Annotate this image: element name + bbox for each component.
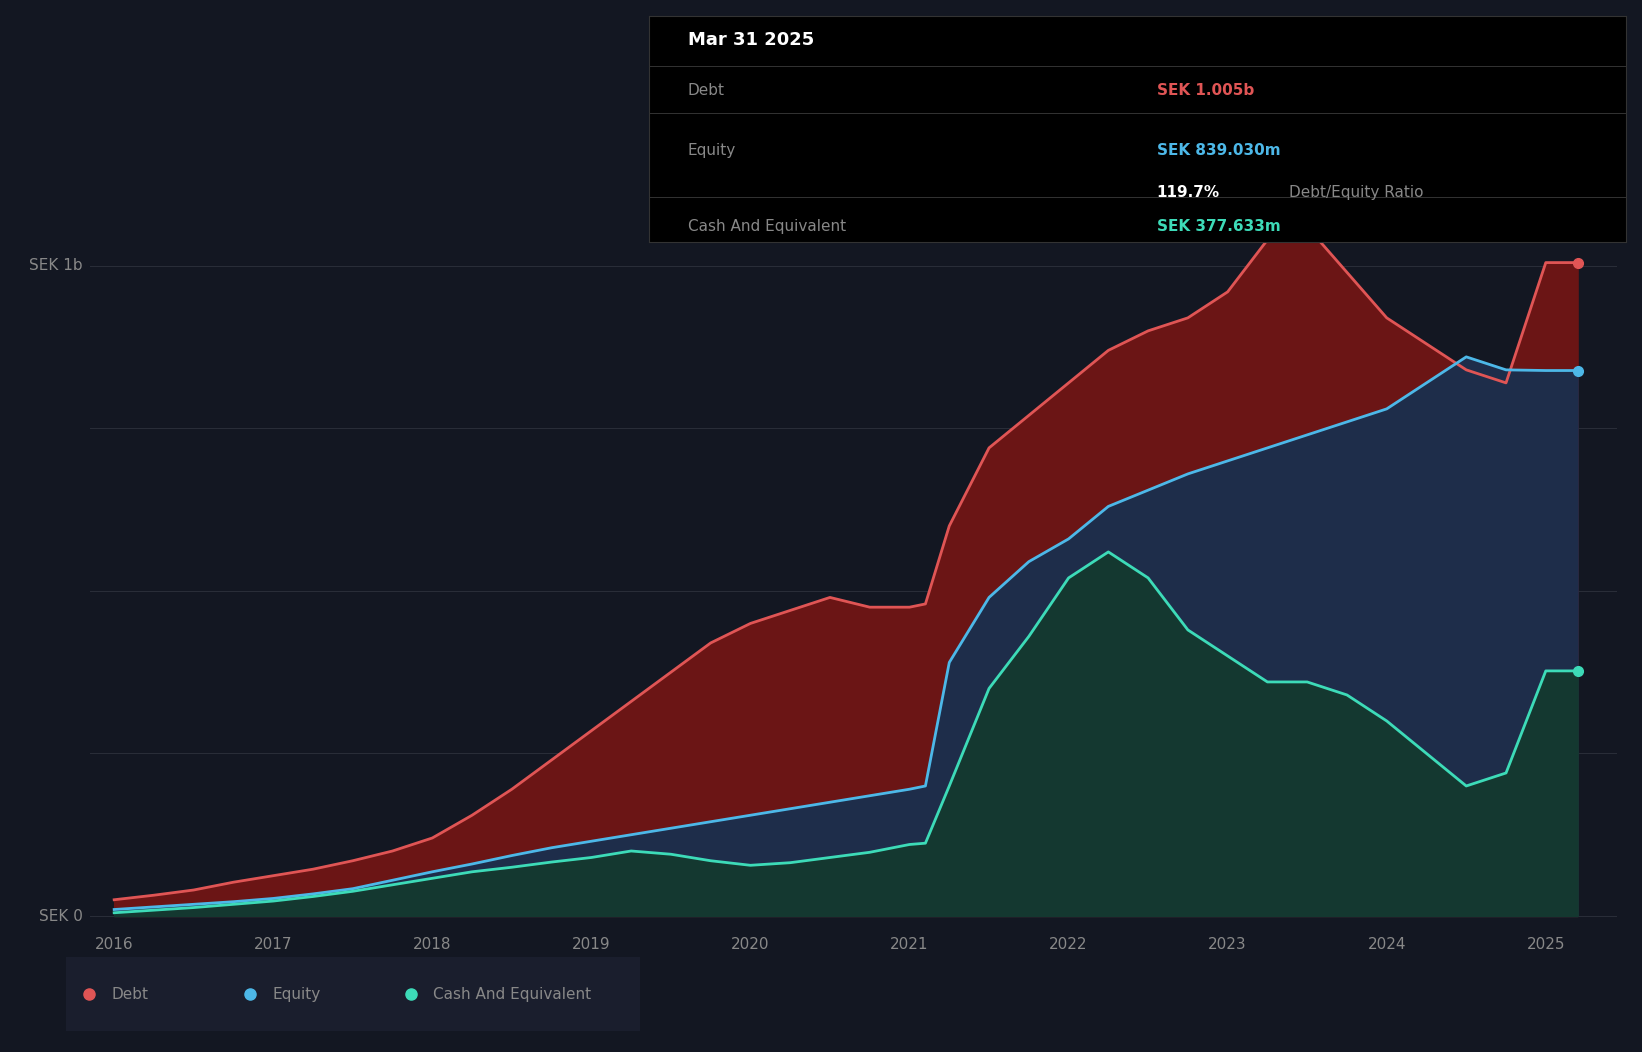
Text: Equity: Equity	[688, 143, 736, 158]
Text: Equity: Equity	[273, 987, 320, 1002]
Text: Cash And Equivalent: Cash And Equivalent	[688, 219, 846, 234]
Text: Mar 31 2025: Mar 31 2025	[688, 31, 814, 48]
Text: SEK 377.633m: SEK 377.633m	[1156, 219, 1281, 234]
Text: Debt/Equity Ratio: Debt/Equity Ratio	[1289, 185, 1424, 200]
Text: 119.7%: 119.7%	[1156, 185, 1220, 200]
Text: Cash And Equivalent: Cash And Equivalent	[433, 987, 591, 1002]
Text: SEK 0: SEK 0	[39, 909, 82, 924]
Text: SEK 1.005b: SEK 1.005b	[1156, 83, 1254, 98]
Text: Debt: Debt	[688, 83, 724, 98]
Text: SEK 1b: SEK 1b	[30, 259, 82, 274]
Text: Debt: Debt	[112, 987, 149, 1002]
Text: SEK 839.030m: SEK 839.030m	[1156, 143, 1281, 158]
